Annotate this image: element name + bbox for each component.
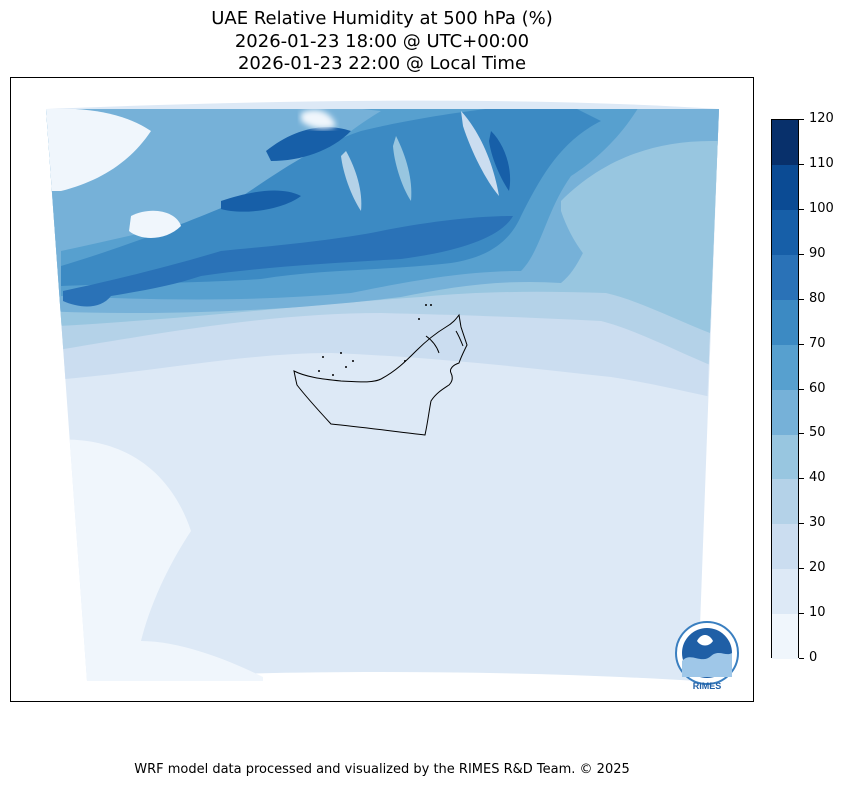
colorbar-segment [772, 614, 798, 660]
local-time-subtitle: 2026-01-23 22:00 @ Local Time [237, 53, 527, 74]
colorbar-tick [799, 119, 804, 120]
utc-time-subtitle: 2026-01-23 18:00 @ UTC+00:00 [234, 31, 530, 52]
colorbar-segment [772, 344, 798, 390]
humidity-band-dry-streak-4 [393, 136, 412, 201]
humidity-band-dry-streak-3 [461, 111, 499, 196]
map-panel: RIMES [10, 77, 754, 702]
humidity-band-west-cloudfree [46, 109, 151, 191]
rimes-logo: RIMES [675, 621, 739, 691]
colorbar-tick-label: 100 [809, 201, 834, 216]
humidity-band-low-east [561, 141, 719, 331]
humidity-band-west-cloudfree-2 [129, 210, 181, 238]
humidity-map: RIMES [46, 100, 739, 691]
uae-boundary [293, 313, 468, 436]
colorbar-segment [772, 299, 798, 345]
colorbar-tick [799, 389, 804, 390]
colorbar-tick [799, 523, 804, 524]
colorbar [771, 119, 799, 660]
colorbar-tick-label: 10 [809, 605, 826, 620]
colorbar-tick [799, 164, 804, 165]
colorbar-tick [799, 299, 804, 300]
colorbar-segment [772, 434, 798, 480]
colorbar-tick-label: 0 [809, 650, 818, 665]
colorbar-segment [772, 254, 798, 300]
humidity-contours [46, 109, 719, 681]
footer-credit: WRF model data processed and visualized … [134, 762, 630, 777]
colorbar-segment [772, 209, 798, 255]
colorbar-tick [799, 478, 804, 479]
colorbar-tick [799, 568, 804, 569]
colorbar-tick [799, 344, 804, 345]
colorbar-tick [799, 613, 804, 614]
colorbar-segment [772, 389, 798, 435]
humidity-band-dry-streak-2 [341, 151, 362, 211]
colorbar-tick-label: 50 [809, 425, 826, 440]
colorbar-tick [799, 254, 804, 255]
colorbar-tick [799, 209, 804, 210]
colorbar-segment [772, 569, 798, 615]
colorbar-tick-label: 40 [809, 470, 826, 485]
colorbar-tick-label: 80 [809, 291, 826, 306]
colorbar-tick [799, 433, 804, 434]
colorbar-tick-label: 110 [809, 156, 834, 171]
colorbar-tick-label: 90 [809, 246, 826, 261]
humidity-band-90 [221, 127, 511, 212]
humidity-band-80 [63, 216, 513, 307]
logo-text: RIMES [693, 681, 722, 691]
colorbar-tick [799, 658, 804, 659]
colorbar-segment [772, 479, 798, 525]
humidity-band-dry-streak-1 [301, 109, 336, 129]
colorbar-segment [772, 524, 798, 570]
colorbar-tick-label: 30 [809, 515, 826, 530]
colorbar-tick-label: 70 [809, 336, 826, 351]
uae-islands [318, 304, 432, 376]
colorbar-tick-label: 20 [809, 560, 826, 575]
colorbar-tick-label: 60 [809, 381, 826, 396]
colorbar-segment [772, 120, 798, 165]
colorbar-tick-label: 120 [809, 111, 834, 126]
humidity-band-low-west [46, 439, 263, 681]
chart-title: UAE Relative Humidity at 500 hPa (%) [211, 8, 553, 29]
colorbar-segment [772, 164, 798, 210]
